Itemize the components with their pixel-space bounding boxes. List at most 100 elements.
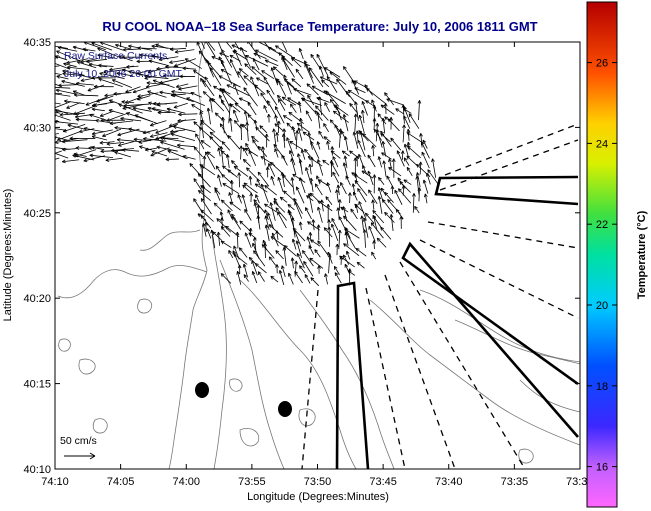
current-vector	[264, 224, 270, 241]
current-vector	[335, 105, 342, 121]
current-vector	[55, 157, 60, 160]
current-vector	[106, 141, 125, 146]
current-vector	[268, 256, 277, 266]
current-vector	[251, 271, 258, 284]
current-vector	[333, 104, 349, 116]
current-vector	[306, 236, 312, 248]
current-vector	[290, 158, 297, 175]
current-vector	[96, 95, 114, 103]
current-vector	[117, 141, 135, 147]
x-tick-label: 73:55	[238, 476, 266, 488]
current-vector	[156, 102, 178, 107]
current-vector	[315, 105, 329, 121]
current-vector	[337, 199, 342, 211]
patch-8	[518, 448, 534, 464]
current-vector	[295, 68, 304, 80]
x-tick-label: 73:45	[369, 476, 397, 488]
current-vector	[270, 275, 279, 283]
current-vector	[417, 187, 422, 202]
current-vector	[388, 158, 392, 169]
current-vector	[126, 65, 139, 69]
current-vector	[251, 135, 259, 143]
transect-line	[301, 289, 319, 469]
current-vector	[197, 190, 211, 202]
current-vector	[237, 264, 242, 275]
current-vector	[343, 66, 357, 85]
transect-line	[439, 139, 579, 191]
current-vector	[402, 107, 412, 114]
depth-contour-4	[299, 289, 395, 469]
depth-contour-1	[211, 234, 227, 469]
current-vector	[306, 83, 319, 96]
current-vector	[200, 198, 212, 215]
current-vector	[200, 214, 212, 229]
current-vector	[361, 100, 368, 116]
current-vector	[63, 62, 77, 68]
current-vector	[275, 207, 288, 221]
current-vector	[232, 216, 242, 230]
current-vector	[305, 110, 313, 122]
current-vector	[233, 120, 243, 130]
current-vector	[367, 154, 376, 168]
current-vector	[345, 175, 351, 186]
current-vector	[362, 133, 377, 148]
current-vector	[220, 226, 231, 237]
current-vector	[244, 232, 252, 248]
current-vector	[387, 118, 400, 132]
current-vector	[264, 133, 269, 148]
current-vector	[253, 52, 267, 59]
current-vector	[231, 160, 239, 168]
current-vector	[431, 158, 437, 178]
current-vector	[145, 84, 160, 89]
current-vector	[277, 177, 284, 193]
current-vector	[57, 46, 78, 52]
current-vector	[297, 101, 302, 113]
current-vector	[229, 180, 234, 195]
current-vector	[307, 94, 315, 106]
survey-box-2	[401, 241, 579, 438]
patch-7	[58, 338, 71, 352]
current-vector	[55, 137, 79, 144]
current-vector	[327, 251, 333, 264]
transect-line	[419, 239, 579, 319]
current-vector	[142, 129, 158, 135]
scale-label: 50 cm/s	[60, 435, 97, 447]
current-vector	[368, 189, 378, 205]
current-vector	[151, 107, 176, 114]
current-vector	[282, 174, 294, 188]
current-vector	[98, 77, 123, 87]
current-vector	[98, 63, 114, 68]
current-vector	[91, 129, 113, 136]
current-vector	[91, 135, 108, 141]
patch-4	[78, 358, 96, 375]
current-vector	[354, 101, 359, 121]
current-vector	[254, 183, 268, 193]
current-vector	[281, 265, 286, 277]
coastline-inner	[57, 265, 208, 299]
depth-contour-3	[239, 279, 357, 469]
current-vector	[277, 79, 287, 97]
current-vector	[254, 263, 267, 274]
current-vector	[219, 52, 230, 58]
current-vector	[347, 268, 352, 286]
current-vector	[88, 146, 114, 150]
patch-5	[92, 418, 108, 434]
current-vector	[394, 189, 403, 206]
current-vector	[220, 199, 233, 212]
current-vector	[326, 182, 332, 193]
current-vector	[233, 109, 239, 122]
current-vector	[286, 137, 295, 157]
current-vector	[202, 223, 207, 237]
current-vector	[243, 274, 249, 282]
current-vector	[300, 149, 306, 160]
current-vector	[275, 78, 284, 87]
current-vector	[294, 271, 303, 284]
current-vector	[294, 201, 303, 219]
current-vector	[64, 99, 85, 105]
current-vector	[67, 123, 86, 130]
current-vector	[295, 240, 303, 259]
current-vector	[384, 211, 395, 223]
current-vector	[255, 42, 276, 51]
current-vector	[273, 200, 286, 213]
current-vector	[190, 91, 202, 98]
